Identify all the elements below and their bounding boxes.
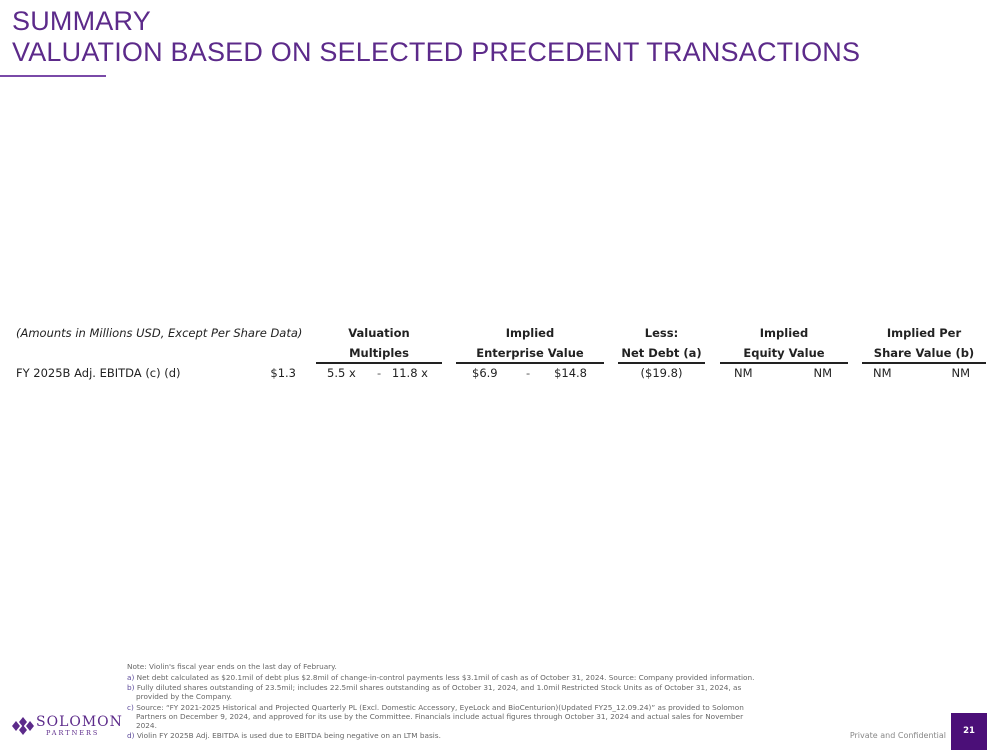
confidential-label: Private and Confidential	[849, 731, 946, 740]
per-share-low: NM	[873, 366, 892, 380]
footnote-note: Note: Violin's fiscal year ends on the l…	[127, 662, 337, 671]
slide-title-line2: VALUATION BASED ON SELECTED PRECEDENT TR…	[12, 37, 861, 67]
table-caption: (Amounts in Millions USD, Except Per Sha…	[16, 326, 303, 340]
col-header-valuation-2: Multiples	[349, 346, 409, 360]
multiple-low: 5.5 x	[327, 366, 356, 380]
col-underline	[720, 362, 848, 364]
row-label: FY 2025B Adj. EBITDA (c) (d)	[16, 366, 181, 380]
footnote-d: d) Violin FY 2025B Adj. EBITDA is used d…	[127, 731, 441, 740]
col-underline	[618, 362, 705, 364]
footnote-c: c) Source: “FY 2021-2025 Historical and …	[127, 703, 744, 712]
footnote-b: b) Fully diluted shares outstanding of 2…	[127, 683, 742, 692]
col-header-netdebt-2: Net Debt (a)	[621, 346, 702, 360]
ev-sep: -	[526, 366, 531, 380]
footnote-c-cont: Partners on December 9, 2024, and approv…	[136, 712, 744, 721]
net-debt: ($19.8)	[640, 366, 683, 380]
footnote-c-cont2: 2024.	[136, 721, 157, 730]
ev-high: $14.8	[554, 366, 587, 380]
logo-mark-icon	[12, 717, 34, 735]
col-underline	[862, 362, 986, 364]
footnote-b-cont: provided by the Company.	[136, 692, 232, 701]
equity-high: NM	[813, 366, 832, 380]
col-header-valuation-1: Valuation	[348, 326, 410, 340]
col-header-pershare-2: Share Value (b)	[873, 346, 975, 360]
col-header-ev-1: Implied	[505, 326, 555, 340]
col-underline	[456, 362, 604, 364]
ev-low: $6.9	[472, 366, 498, 380]
equity-low: NM	[734, 366, 753, 380]
col-header-equity-1: Implied	[759, 326, 809, 340]
multiple-high: 11.8 x	[391, 366, 428, 380]
col-header-netdebt-1: Less:	[644, 326, 679, 340]
col-underline	[316, 362, 442, 364]
slide-title-line1: SUMMARY	[12, 6, 151, 36]
page-number: 21	[951, 713, 987, 750]
multiple-sep: -	[377, 366, 382, 380]
col-header-pershare-1: Implied Per	[886, 326, 962, 340]
title-underline	[0, 75, 106, 77]
footnote-a: a) Net debt calculated as $20.1mil of de…	[127, 673, 755, 682]
per-share-high: NM	[951, 366, 970, 380]
row-metric: $1.3	[270, 366, 296, 380]
col-header-ev-2: Enterprise Value	[476, 346, 584, 360]
col-header-equity-2: Equity Value	[743, 346, 825, 360]
